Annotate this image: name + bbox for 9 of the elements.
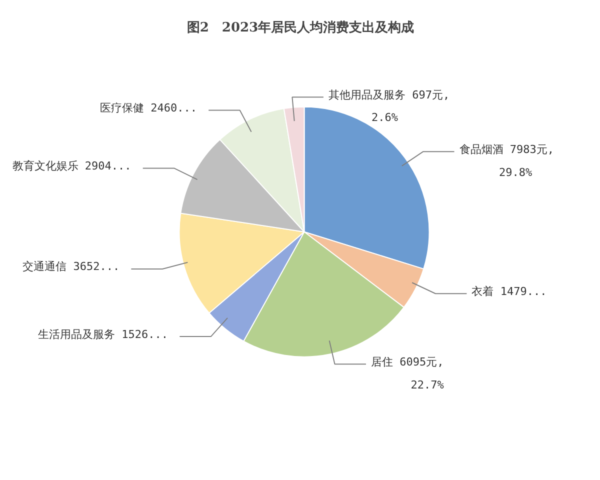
chart-title: 图2 2023年居民人均消费支出及构成 bbox=[186, 20, 414, 36]
slice-label: 居住 6095元, 22.7% bbox=[371, 355, 444, 392]
slice-label: 其他用品及服务 697元, 2.6% bbox=[328, 88, 450, 124]
slice-label: 医疗保健 2460... bbox=[100, 101, 197, 114]
slice-label: 交通通信 3652... bbox=[22, 260, 120, 274]
slice-label: 衣着 1479... bbox=[472, 284, 547, 298]
slice-label: 生活用品及服务 1526... bbox=[38, 328, 168, 341]
slice-label: 教育文化娱乐 2904... bbox=[12, 159, 132, 172]
slice-label: 食品烟酒 7983元, 29.8% bbox=[459, 142, 554, 179]
